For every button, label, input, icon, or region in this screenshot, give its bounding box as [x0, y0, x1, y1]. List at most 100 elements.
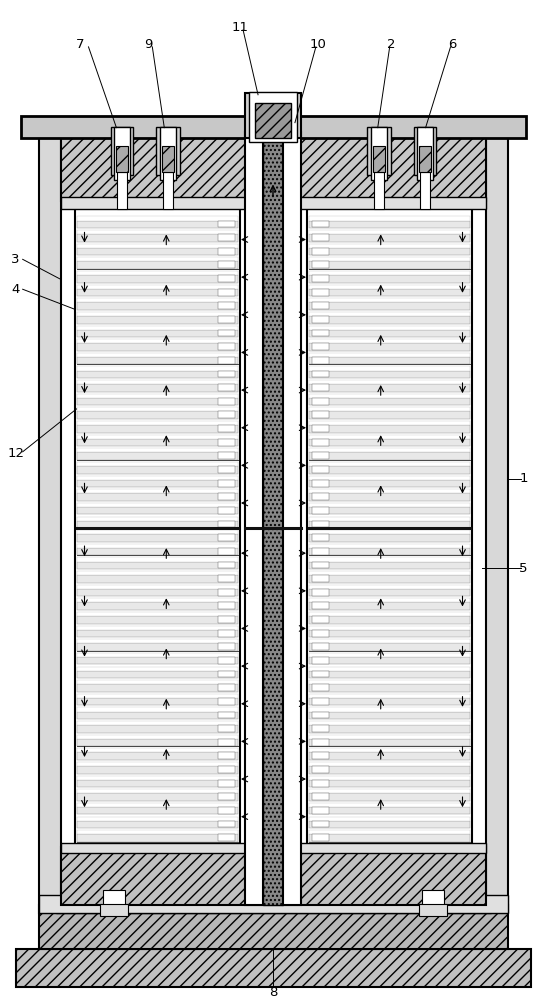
Bar [312, 234, 329, 241]
Bar [77, 234, 238, 242]
Bar [371, 127, 387, 180]
Bar [218, 493, 235, 500]
Bar [77, 780, 238, 787]
Bar [218, 780, 235, 787]
Bar [77, 489, 238, 493]
Bar [77, 384, 238, 392]
Bar [309, 616, 470, 624]
Bar [312, 507, 329, 514]
Bar [309, 575, 470, 583]
Bar [218, 589, 235, 596]
Text: 3: 3 [11, 253, 20, 266]
Text: 7: 7 [76, 38, 85, 51]
Bar [77, 503, 238, 507]
Bar [312, 712, 329, 718]
Bar [77, 261, 238, 269]
Bar [156, 127, 181, 175]
Bar [309, 807, 470, 814]
Text: 9: 9 [144, 38, 153, 51]
Bar [366, 127, 391, 175]
Bar [77, 626, 238, 630]
Bar [77, 834, 238, 842]
Bar [309, 557, 470, 562]
Bar [77, 575, 238, 583]
Bar [312, 698, 329, 705]
Bar [77, 653, 238, 657]
Bar [77, 707, 238, 712]
Bar [309, 316, 470, 324]
Bar [486, 125, 508, 913]
Bar [77, 394, 238, 398]
Bar [309, 517, 470, 521]
Bar [218, 793, 235, 800]
Bar [77, 214, 238, 842]
Bar [77, 721, 238, 725]
Bar [77, 830, 238, 834]
Bar [309, 480, 470, 487]
Bar [218, 698, 235, 705]
Text: 2: 2 [387, 38, 396, 51]
Bar [309, 489, 470, 493]
Bar [309, 339, 470, 343]
Bar [77, 562, 238, 569]
Bar [77, 530, 238, 534]
Bar [309, 643, 470, 651]
Bar [77, 316, 238, 324]
Bar [309, 776, 470, 780]
Bar [309, 493, 470, 501]
Bar [374, 172, 383, 209]
Bar [77, 230, 238, 234]
Bar [309, 371, 470, 378]
Bar [61, 197, 486, 209]
Bar [77, 667, 238, 671]
Bar [77, 752, 238, 760]
Bar [309, 298, 470, 302]
Bar [309, 384, 470, 392]
Text: 1: 1 [519, 472, 528, 485]
Bar [77, 698, 238, 705]
Bar [255, 103, 291, 138]
Bar [312, 411, 329, 418]
Text: 6: 6 [449, 38, 457, 51]
Bar [309, 214, 470, 842]
Bar [309, 721, 470, 725]
Bar [312, 480, 329, 487]
Bar [160, 127, 176, 180]
Bar [312, 289, 329, 296]
Bar [218, 712, 235, 718]
Bar [218, 575, 235, 582]
Bar [309, 589, 470, 596]
Bar [218, 521, 235, 527]
Bar [309, 462, 470, 466]
Bar [312, 275, 329, 282]
Bar [312, 398, 329, 405]
Bar [312, 684, 329, 691]
Bar [307, 208, 473, 848]
Bar [309, 548, 470, 555]
Bar [218, 452, 235, 459]
Bar [77, 598, 238, 602]
Bar [309, 739, 470, 746]
Bar [77, 493, 238, 501]
Bar [309, 230, 470, 234]
Bar [77, 684, 238, 692]
Bar [309, 476, 470, 480]
Bar [77, 585, 238, 589]
Bar [309, 707, 470, 712]
Bar [218, 616, 235, 623]
Bar [77, 521, 238, 528]
Bar [77, 544, 238, 548]
Bar [218, 752, 235, 759]
Bar [309, 562, 470, 569]
Bar [309, 735, 470, 739]
Bar [77, 435, 238, 439]
Bar [312, 248, 329, 255]
Bar [309, 602, 470, 610]
Bar [77, 421, 238, 425]
Bar [309, 712, 470, 719]
Bar [56, 905, 491, 913]
Bar [312, 657, 329, 664]
Bar [77, 452, 238, 460]
Bar [312, 302, 329, 309]
Bar [309, 544, 470, 548]
